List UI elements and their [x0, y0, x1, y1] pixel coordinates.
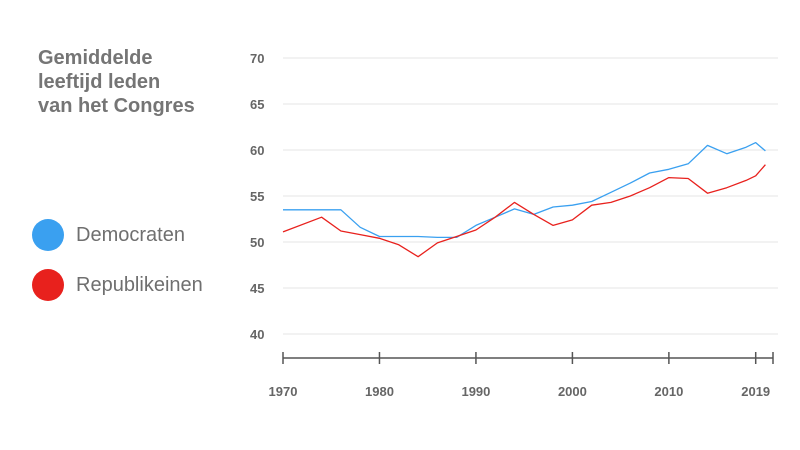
title-line-1: Gemiddelde — [38, 47, 153, 69]
x-tick-label-2010: 2010 — [654, 384, 683, 399]
y-tick-label-40: 40 — [250, 327, 264, 342]
title-line-2: leeftijd leden — [38, 71, 161, 93]
series-line-republikeinen — [282, 164, 766, 258]
legend-label-republikeinen: Republikeinen — [76, 273, 203, 296]
legend: Democraten Republikeinen — [32, 218, 203, 318]
y-tick-label-60: 60 — [250, 143, 264, 158]
legend-swatch-democraten — [32, 219, 64, 251]
y-tick-label-45: 45 — [250, 281, 264, 296]
x-tick-label-1990: 1990 — [461, 384, 490, 399]
y-tick-label-70: 70 — [250, 51, 264, 66]
legend-item-democraten: Democraten — [32, 218, 203, 252]
legend-label-democraten: Democraten — [76, 223, 185, 246]
legend-swatch-republikeinen — [32, 269, 64, 301]
x-tick-label-1970: 1970 — [269, 384, 298, 399]
y-tick-label-50: 50 — [250, 235, 264, 250]
y-tick-label-65: 65 — [250, 97, 264, 112]
title-line-3: van het Congres — [38, 95, 195, 117]
x-tick-label-1980: 1980 — [365, 384, 394, 399]
legend-item-republikeinen: Republikeinen — [32, 268, 203, 302]
chart-title: Gemiddelde leeftijd leden van het Congre… — [38, 46, 238, 118]
x-tick-label-2019: 2019 — [741, 384, 770, 399]
y-tick-label-55: 55 — [250, 189, 264, 204]
x-tick-label-2000: 2000 — [558, 384, 587, 399]
series-line-democraten — [283, 141, 766, 239]
